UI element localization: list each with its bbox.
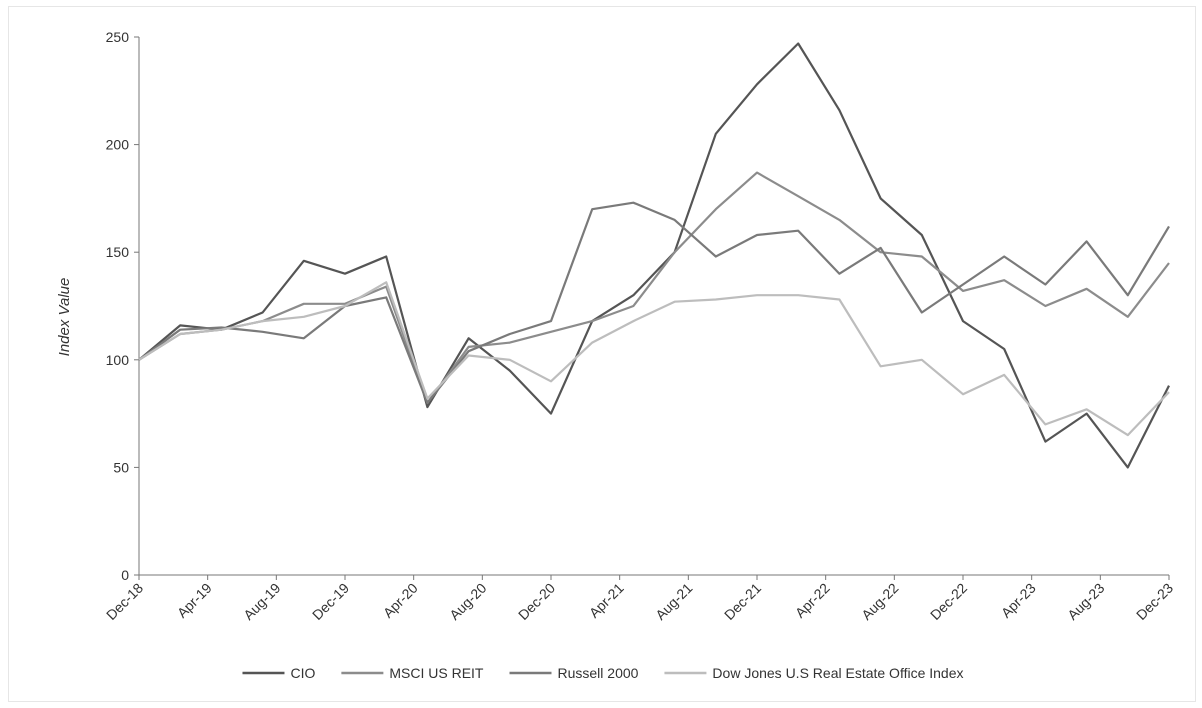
x-tick-label: Aug-20 [446, 580, 489, 623]
y-axis-title: Index Value [56, 278, 73, 357]
legend-label: Russell 2000 [557, 665, 638, 681]
x-tick-label: Dec-21 [721, 580, 764, 623]
x-tick-label: Aug-22 [858, 580, 901, 623]
y-tick-label: 250 [106, 29, 130, 45]
y-tick-label: 150 [106, 244, 130, 260]
x-tick-label: Apr-20 [380, 580, 421, 621]
x-tick-label: Dec-22 [927, 580, 970, 623]
x-tick-label: Aug-23 [1064, 580, 1107, 623]
x-tick-label: Apr-23 [998, 580, 1039, 621]
x-tick-label: Apr-21 [586, 580, 627, 621]
x-tick-label: Dec-23 [1133, 580, 1176, 623]
x-tick-label: Dec-20 [515, 580, 558, 623]
series-line-dow-jones-u-s-real-estate-office-index [138, 281, 1170, 437]
series-line-cio [138, 42, 1170, 469]
x-tick-label: Apr-22 [792, 580, 833, 621]
x-tick-label: Dec-18 [103, 580, 146, 623]
series-line-msci-us-reit [138, 171, 1170, 404]
x-tick-label: Aug-19 [240, 580, 283, 623]
x-tick-label: Aug-21 [652, 580, 695, 623]
legend-label: Dow Jones U.S Real Estate Office Index [712, 665, 963, 681]
x-tick-label: Dec-19 [309, 580, 352, 623]
line-chart: Index Value 0 50 100 150 200 250 Dec-18 Apr-19… [56, 29, 1176, 681]
y-tick-label: 50 [113, 459, 129, 475]
y-tick-label: 100 [106, 352, 130, 368]
series-line-russell-2000 [138, 201, 1170, 404]
y-tick-label: 200 [106, 137, 130, 153]
chart-frame: Index Value 0 50 100 150 200 250 Dec-18 Apr-19… [8, 6, 1196, 702]
x-tick-label: Apr-19 [174, 580, 215, 621]
y-tick-label: 0 [121, 567, 129, 583]
legend-label: MSCI US REIT [389, 665, 484, 681]
legend-label: CIO [290, 665, 315, 681]
